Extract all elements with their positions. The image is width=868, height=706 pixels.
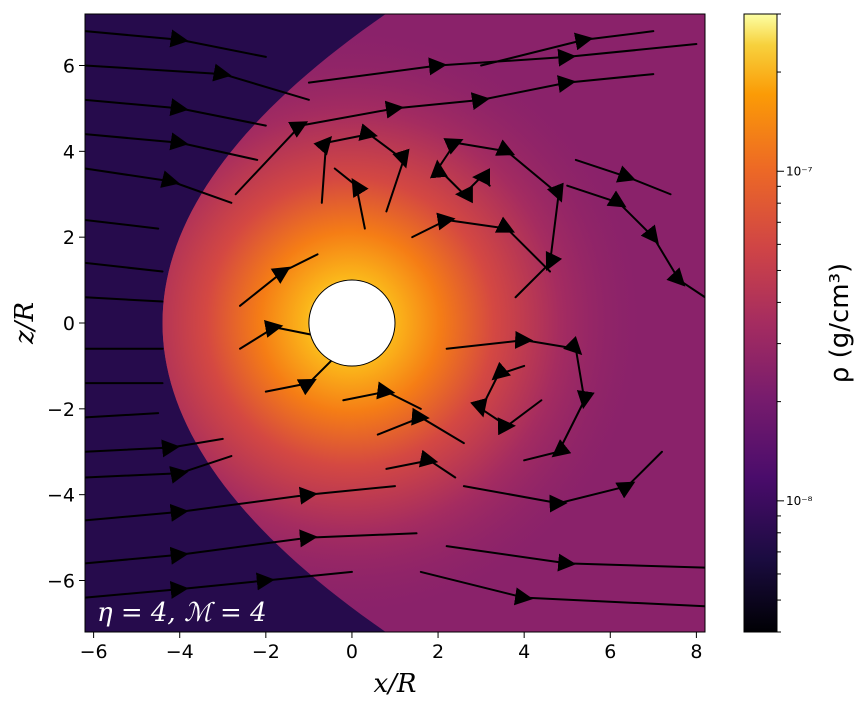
- streamline: [85, 261, 164, 273]
- streamline: [85, 485, 396, 522]
- colorbar-tick-label: 10⁻⁸: [786, 494, 813, 508]
- streamline: [462, 450, 663, 513]
- x-tick-label: −6: [80, 641, 108, 663]
- colorbar-label: ρ (g/cm³): [825, 263, 855, 383]
- streamline: [313, 123, 410, 213]
- streamline: [429, 138, 564, 299]
- colorbar: 10⁻⁸ 10⁻⁷ ρ (g/cm³): [743, 13, 855, 633]
- streamline: [85, 437, 224, 458]
- streamline: [411, 212, 551, 273]
- streamline: [419, 570, 705, 608]
- upstream-low-density-region: [85, 14, 386, 632]
- streamline: [85, 132, 259, 161]
- streamlines: [85, 29, 705, 608]
- plot-area: η = 4, ℳ = 4: [85, 14, 705, 632]
- streamline: [85, 167, 233, 204]
- y-tick-label: −2: [47, 399, 75, 421]
- y-tick-label: 2: [63, 227, 75, 249]
- streamline: [445, 330, 595, 462]
- streamline: [307, 43, 698, 84]
- streamline: [480, 30, 655, 67]
- x-tick-label: 4: [518, 641, 530, 663]
- x-axis-label: x/R: [374, 669, 417, 699]
- y-tick-label: 4: [63, 141, 75, 163]
- streamline: [342, 381, 422, 410]
- x-tick-label: −2: [252, 641, 280, 663]
- streamline: [85, 63, 310, 101]
- streamline: [385, 449, 457, 479]
- y-axis-label: z/R: [10, 302, 40, 345]
- streamline: [574, 158, 672, 196]
- y-tick-label: 0: [63, 313, 75, 335]
- streamline: [566, 184, 705, 299]
- colorbar-gradient: [743, 13, 778, 633]
- y-axis-ticks: −6 −4 −2 0 2 4 6: [47, 56, 85, 593]
- x-tick-label: 0: [346, 641, 358, 663]
- streamline: [376, 407, 465, 445]
- x-tick-label: 6: [604, 641, 616, 663]
- streamline: [445, 545, 705, 572]
- streamline: [239, 320, 319, 350]
- shocked-density-region: [162, 14, 705, 632]
- streamline: [333, 167, 369, 230]
- y-tick-label: 6: [63, 56, 75, 78]
- parameter-annotation: η = 4, ℳ = 4: [97, 598, 267, 628]
- streamline: [85, 412, 160, 419]
- y-tick-label: −4: [47, 485, 75, 507]
- streamline: [85, 296, 164, 303]
- central-body: [308, 279, 396, 367]
- streamline: [85, 455, 233, 484]
- colorbar-ticks: 10⁻⁸ 10⁻⁷: [777, 13, 813, 633]
- x-tick-label: 2: [432, 641, 444, 663]
- streamline: [85, 570, 353, 599]
- streamline: [234, 73, 655, 196]
- streamline: [85, 98, 267, 127]
- streamline: [239, 253, 319, 307]
- y-tick-label: −6: [47, 571, 75, 593]
- streamline: [85, 219, 160, 230]
- colorbar-tick-label: 10⁻⁷: [786, 164, 813, 178]
- streamline: [264, 356, 336, 396]
- streamline: [85, 529, 418, 565]
- x-axis-ticks: −6 −4 −2 0 2 4 6 8: [80, 632, 702, 663]
- x-tick-label: 8: [690, 641, 702, 663]
- x-tick-label: −4: [166, 641, 194, 663]
- streamline: [85, 29, 267, 58]
